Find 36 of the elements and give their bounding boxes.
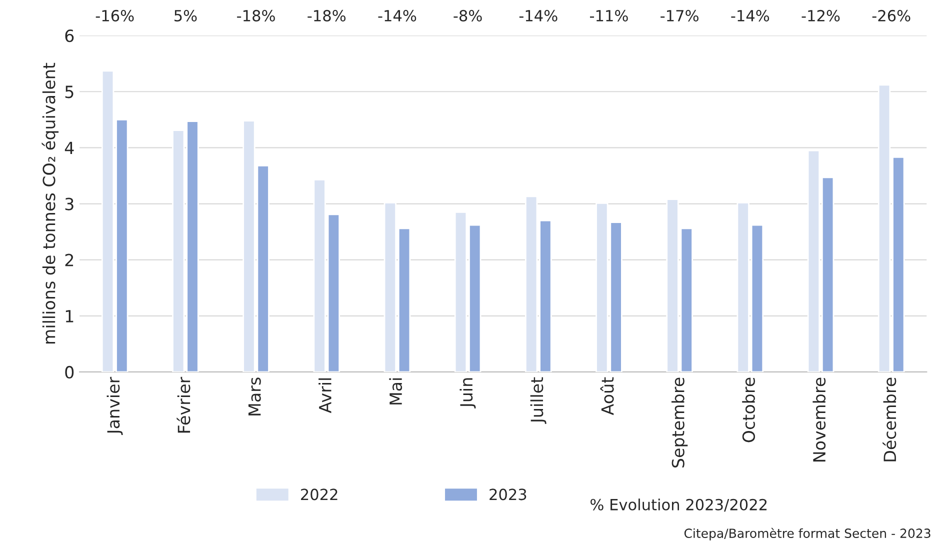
x-tick-label: Avril [318,378,332,414]
y-tick-label: 0 [65,366,74,379]
text: 5% [174,10,197,22]
text: -17% [660,10,698,22]
x-tick-label: Mars [248,378,261,416]
x-tick-label: Octobre [742,378,755,442]
legend-label: 2022 [301,488,338,500]
x-tick-label: Novembre [812,378,826,462]
x-tick-label: Février [176,376,190,433]
y-axis-title: millions de tonnes CO₂ équivalent [42,62,59,344]
text: -14% [378,10,416,22]
text: -14% [731,10,770,22]
y-tick-label: 3 [65,198,74,210]
x-tick-label: Décembre [882,378,896,462]
text: -18% [237,10,275,22]
x-tick-label: Juin [460,378,476,408]
text: -18% [308,10,346,22]
x-tick-label: Juillet [530,377,546,424]
y-tick-label: 6 [65,30,74,42]
text: % Evolution 2023/2022 [590,498,767,512]
text: -12% [802,10,840,22]
text: -8% [454,10,482,22]
x-tick-label: Août [600,377,614,416]
text: -26% [872,10,910,22]
x-tick-label: Mai [389,378,402,404]
x-tick-label: Janvier [106,376,123,435]
x-tick-label: Septembre [672,378,688,468]
text: -11% [590,10,628,22]
text: -16% [96,10,134,22]
y-tick-label: 2 [65,254,74,266]
y-tick-label: 4 [64,142,74,154]
y-tick-label: 5 [65,86,74,98]
y-tick-label: 1 [66,310,74,322]
legend-label: 2023 [490,488,526,500]
text: -14% [519,10,558,22]
text: Citepa/Baromètre format Secten - 2023 [684,528,930,540]
